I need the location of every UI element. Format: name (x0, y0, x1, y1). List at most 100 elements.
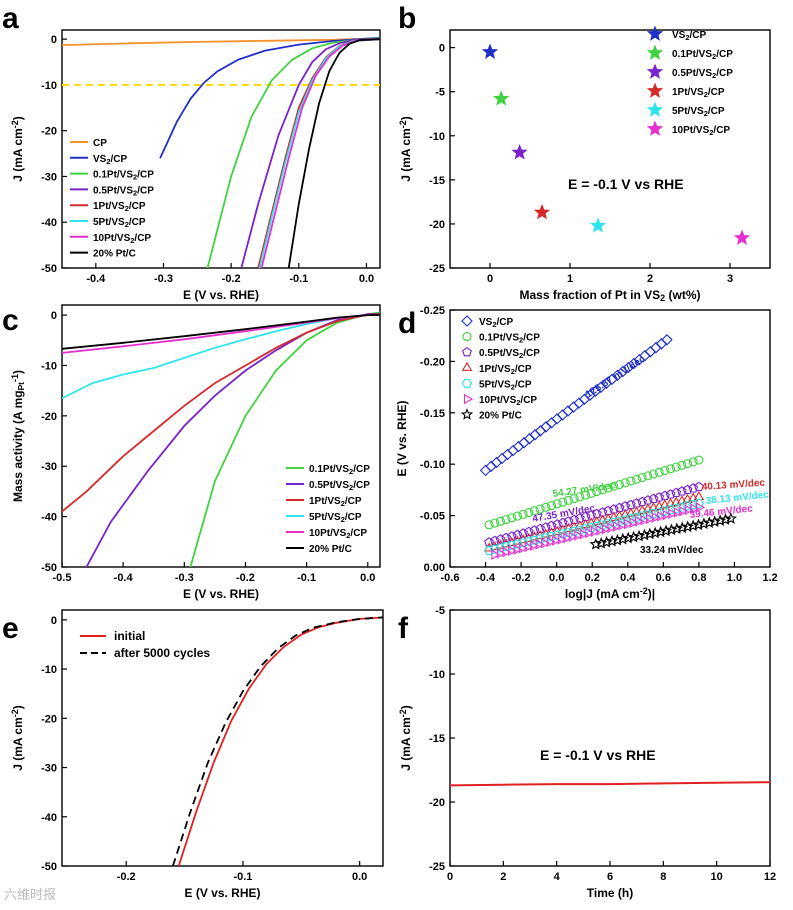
data-point (611, 533, 624, 546)
y-tick-label: -40 (41, 217, 57, 229)
data-point (637, 473, 647, 483)
data-point (523, 432, 536, 445)
data-point (512, 511, 523, 521)
data-point (686, 519, 700, 532)
legend-label: 0.5Pt/VS2/CP (93, 185, 154, 197)
data-point (603, 483, 613, 493)
data-point (644, 345, 657, 358)
legend-label: 20% Pt/C (479, 411, 522, 422)
x-tick-label: -0.1 (297, 572, 316, 584)
x-tick-label: -0.1 (289, 273, 308, 285)
data-point (461, 378, 473, 388)
y-tick-label: -0.25 (420, 305, 445, 317)
data-point (462, 332, 472, 342)
x-tick-label: -0.1 (233, 871, 252, 883)
legend-label: 0.5Pt/VS2/CP (309, 480, 370, 492)
data-point (646, 44, 664, 60)
legend-label: 0.1Pt/VS2/CP (672, 49, 733, 61)
legend-label: initial (114, 629, 145, 643)
data-point (490, 456, 503, 469)
data-point (733, 229, 751, 245)
data-point (496, 452, 508, 465)
legend-label: 1Pt/VS2/CP (93, 201, 146, 213)
data-point (575, 492, 585, 502)
data-point (681, 520, 694, 533)
data-point (573, 397, 585, 409)
data-point (703, 516, 716, 528)
y-tick-label: -0.05 (420, 511, 445, 523)
data-point (719, 513, 732, 526)
data-point (501, 448, 514, 461)
y-tick-label: -50 (41, 562, 57, 574)
panel-letter: f (398, 612, 409, 645)
data-point (552, 535, 562, 546)
data-point (519, 542, 529, 554)
plot-frame (61, 304, 381, 568)
legend-label: 20% Pt/C (93, 249, 136, 260)
x-tick-label: 0.0 (359, 273, 374, 285)
x-tick-label: -0.2 (512, 572, 531, 584)
legend-label: 10Pt/VS2/CP (93, 233, 151, 245)
data-point (697, 517, 710, 530)
data-point (462, 347, 472, 357)
y-tick-label: 0 (51, 34, 57, 46)
data-point (626, 476, 636, 486)
y-axis-label: E (V vs. RHE) (395, 400, 409, 476)
x-tick-label: -0.3 (175, 572, 194, 584)
legend-label: after 5000 cycles (114, 646, 210, 660)
data-point (665, 464, 676, 474)
legend-label: 5Pt/VS2/CP (479, 379, 532, 391)
legend-label: 5Pt/VS2/CP (309, 512, 362, 524)
legend-label: 10Pt/VS2/CP (479, 395, 537, 407)
y-axis-label: J (mA cm-2) (10, 705, 25, 771)
legend-label: 1Pt/VS2/CP (309, 496, 362, 508)
y-tick-label: -30 (41, 461, 57, 473)
y-tick-label: -25 (429, 263, 445, 275)
data-point (594, 536, 608, 549)
data-point (654, 525, 667, 538)
data-point (568, 531, 578, 543)
panel-a: -0.4 -0.3 -0.2 -0.1 0.0 0 -10 -20 -30 -40 -50 E (V … (2, 2, 381, 302)
y-tick-label: -15 (429, 733, 445, 745)
plot-area (479, 334, 737, 560)
series-line (240, 37, 380, 268)
y-tick-label: -0.10 (420, 459, 445, 471)
x-axis-label: E (V vs. RHE) (183, 587, 259, 601)
legend-label: 0.5Pt/VS2/CP (672, 68, 733, 80)
x-tick-label: -0.2 (222, 273, 241, 285)
data-point (563, 495, 574, 505)
panel-b: 0 1 2 3 0 -5 -10 -15 -20 -25 Mass fraction of Pt i… (398, 2, 771, 303)
data-point (580, 490, 591, 500)
y-tick-label: -20 (429, 219, 445, 231)
data-point (657, 511, 667, 522)
y-tick-label: -20 (41, 411, 57, 423)
data-point (546, 501, 557, 511)
y-tick-label: 0 (439, 43, 445, 55)
data-point (495, 534, 506, 544)
panel-f: 0 2 4 6 8 10 12 -5 -10 -15 -20 -25 Time (h) J (mA cm-… (398, 605, 776, 900)
tafel-slope-label: 125.87 mV/dec (584, 354, 648, 401)
data-point (546, 536, 556, 548)
series-line (62, 313, 380, 354)
plot-area (172, 616, 383, 866)
data-point (484, 537, 495, 547)
annotation: E = -0.1 V vs RHE (568, 176, 684, 192)
data-point (552, 519, 563, 529)
y-tick-label: -10 (41, 80, 57, 92)
legend-label: 0.5Pt/VS2/CP (479, 348, 540, 360)
x-tick-label: 0.0 (352, 871, 367, 883)
data-point (512, 529, 523, 540)
data-point (670, 522, 684, 535)
data-point (556, 409, 569, 421)
data-point (541, 537, 551, 549)
data-point (627, 530, 640, 543)
x-tick-label: 0.4 (620, 572, 636, 584)
data-point (684, 504, 694, 516)
panel-letter: a (2, 2, 19, 35)
tafel-slope-label: 33.24 mV/dec (640, 545, 704, 556)
x-tick-label: 0.8 (691, 572, 706, 584)
data-point (695, 502, 705, 513)
data-point (646, 82, 664, 98)
data-point (518, 509, 528, 519)
